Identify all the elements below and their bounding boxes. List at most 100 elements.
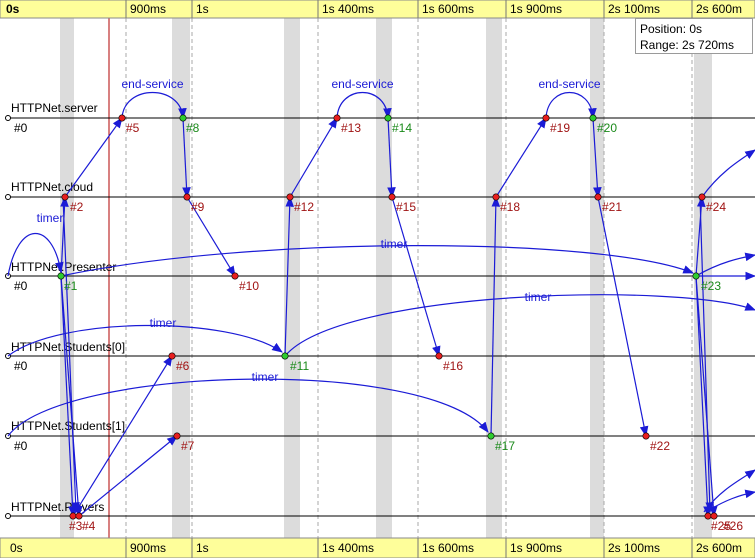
event-node[interactable] — [183, 193, 191, 201]
event-node[interactable] — [75, 512, 83, 520]
lane-name[interactable]: HTTPNet.server — [11, 101, 98, 115]
event-label: #22 — [650, 439, 670, 453]
event-node[interactable] — [173, 432, 181, 440]
message-arrow[interactable] — [182, 117, 191, 199]
timer-label: timer — [252, 370, 279, 384]
event-label: #15 — [396, 200, 416, 214]
message-arrow[interactable] — [495, 117, 547, 198]
lane-name[interactable]: HTTPNet.cloud — [11, 180, 93, 194]
end-service-arrow[interactable] — [336, 92, 392, 120]
event-node[interactable] — [281, 352, 289, 360]
timer-arrow[interactable] — [60, 245, 695, 277]
end-service-label: end-service — [331, 77, 393, 91]
message-arrow[interactable] — [60, 275, 83, 518]
event-label: #17 — [495, 439, 515, 453]
message-arrow[interactable] — [62, 196, 80, 514]
end-service-arrow[interactable] — [545, 92, 597, 120]
time-band — [284, 18, 300, 538]
event-node[interactable] — [492, 193, 500, 201]
event-label: #6 — [176, 359, 190, 373]
time-band — [376, 18, 392, 538]
bottom-ruler[interactable]: 0s 900ms 1s 1s 400ms 1s 600ms 1s 900ms 2s 100… — [0, 537, 755, 558]
event-node[interactable] — [168, 352, 176, 360]
event-node[interactable] — [388, 193, 396, 201]
event-node[interactable] — [57, 272, 65, 280]
timer-arrow[interactable] — [7, 232, 64, 277]
event-label: #5 — [126, 121, 140, 135]
timer-label: timer — [381, 237, 408, 251]
event-label: #9 — [191, 200, 205, 214]
event-node[interactable] — [333, 114, 341, 122]
message-arrow[interactable] — [284, 195, 295, 357]
message-arrow[interactable] — [289, 117, 338, 198]
range-readout: Range: 2s 720ms — [640, 38, 735, 52]
event-node[interactable] — [642, 432, 650, 440]
event-node[interactable] — [710, 512, 718, 520]
timer-arrow[interactable] — [7, 324, 283, 357]
event-label: #16 — [443, 359, 463, 373]
end-service-arrow[interactable] — [121, 91, 187, 120]
message-arrow[interactable] — [60, 275, 77, 518]
message-arrow[interactable] — [387, 117, 396, 199]
timer-arrow[interactable] — [695, 252, 755, 277]
event-node[interactable] — [384, 114, 392, 122]
message-arrow[interactable] — [592, 117, 602, 199]
lane-name[interactable]: HTTPNet.Presenter — [11, 260, 116, 274]
event-label: #12 — [294, 200, 314, 214]
ruler-tick-label: 1s 900ms — [510, 2, 562, 16]
message-arrow[interactable] — [72, 355, 173, 517]
message-arrow[interactable] — [490, 195, 501, 437]
event-node[interactable] — [179, 114, 187, 122]
event-label: #19 — [550, 121, 570, 135]
message-arrow[interactable] — [78, 435, 178, 517]
event-node[interactable] — [61, 193, 69, 201]
event-label: #8 — [186, 121, 200, 135]
event-node[interactable] — [487, 432, 495, 440]
end-service-label: end-service — [121, 77, 183, 91]
event-node[interactable] — [542, 114, 550, 122]
event-label: #3 — [69, 519, 83, 533]
top-ruler-bg — [0, 0, 755, 19]
bottom-ruler-bg — [0, 537, 755, 558]
ruler-tick-label: 2s 600m — [696, 541, 742, 555]
lane-process-id: #0 — [14, 121, 28, 135]
timer-arrow[interactable] — [7, 378, 489, 437]
event-node[interactable] — [286, 193, 294, 201]
message-arrow[interactable] — [699, 196, 715, 514]
lane-name[interactable]: HTTPNet.Students[0] — [11, 340, 125, 354]
message-arrow[interactable] — [391, 196, 441, 358]
event-label: #10 — [239, 279, 259, 293]
event-node[interactable] — [118, 114, 126, 122]
bottom-ruler-origin-label: 0s — [10, 541, 23, 555]
message-arrow[interactable] — [695, 275, 718, 518]
top-ruler[interactable]: 0s 900ms 1s 1s 400ms 1s 600ms 1s 900ms 2s 100… — [0, 0, 755, 19]
event-node[interactable] — [594, 193, 602, 201]
event-label: #23 — [701, 279, 721, 293]
timer-arrow[interactable] — [701, 149, 755, 198]
event-node[interactable] — [435, 352, 443, 360]
ruler-tick-label: 1s — [196, 541, 209, 555]
time-band — [172, 18, 190, 538]
event-node[interactable] — [589, 114, 597, 122]
time-band — [590, 18, 604, 538]
event-node[interactable] — [692, 272, 700, 280]
message-arrow[interactable] — [597, 196, 649, 438]
event-label: #13 — [341, 121, 361, 135]
timer-arrow[interactable] — [705, 489, 755, 513]
ruler-origin-label: 0s — [6, 2, 20, 16]
timer-arrow[interactable] — [284, 294, 755, 357]
ruler-tick-label: 1s — [196, 2, 209, 16]
message-arrow[interactable] — [64, 117, 123, 198]
event-label: #25 — [711, 519, 731, 533]
message-arrows: end-service end-service end-service timer ti… — [7, 77, 755, 518]
lane-origin-marker — [5, 115, 11, 121]
message-arrow[interactable] — [695, 275, 712, 518]
timer-arrow[interactable] — [703, 469, 755, 513]
event-label: #1 — [64, 279, 78, 293]
lane-origin-marker — [5, 513, 11, 519]
event-node[interactable] — [231, 272, 239, 280]
message-arrow[interactable] — [186, 196, 236, 277]
lane-process-id: #0 — [14, 279, 28, 293]
event-node[interactable] — [698, 193, 706, 201]
